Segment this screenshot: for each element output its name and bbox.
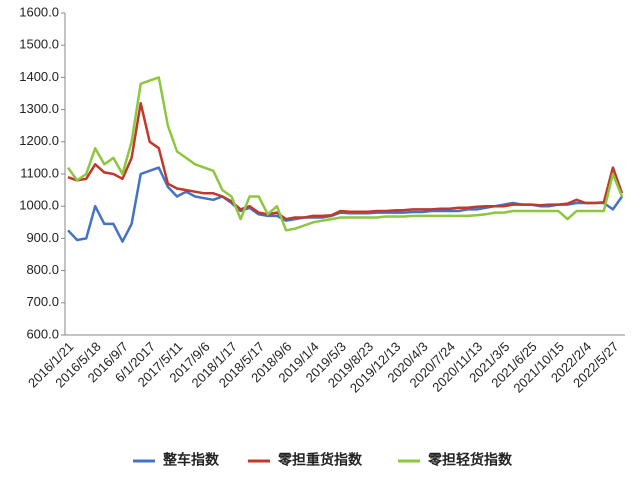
- y-tick-label: 1600.0: [19, 4, 59, 19]
- y-tick-label: 1200.0: [19, 133, 59, 148]
- y-tick-label: 800.0: [26, 262, 59, 277]
- y-tick-label: 1400.0: [19, 69, 59, 84]
- series-line: [67, 101, 624, 221]
- legend-label: 零担轻货指数: [427, 452, 513, 468]
- y-tick-label: 1500.0: [19, 37, 59, 52]
- y-tick-label: 600.0: [26, 326, 59, 341]
- legend-label: 零担重货指数: [277, 452, 363, 468]
- y-tick-label: 1000.0: [19, 198, 59, 213]
- y-tick-label: 1300.0: [19, 101, 59, 116]
- legend-label: 整车指数: [162, 452, 220, 468]
- y-tick-label: 1100.0: [20, 165, 59, 180]
- y-tick-label: 900.0: [26, 230, 59, 245]
- series-line: [66, 76, 624, 232]
- y-tick-label: 700.0: [26, 294, 59, 309]
